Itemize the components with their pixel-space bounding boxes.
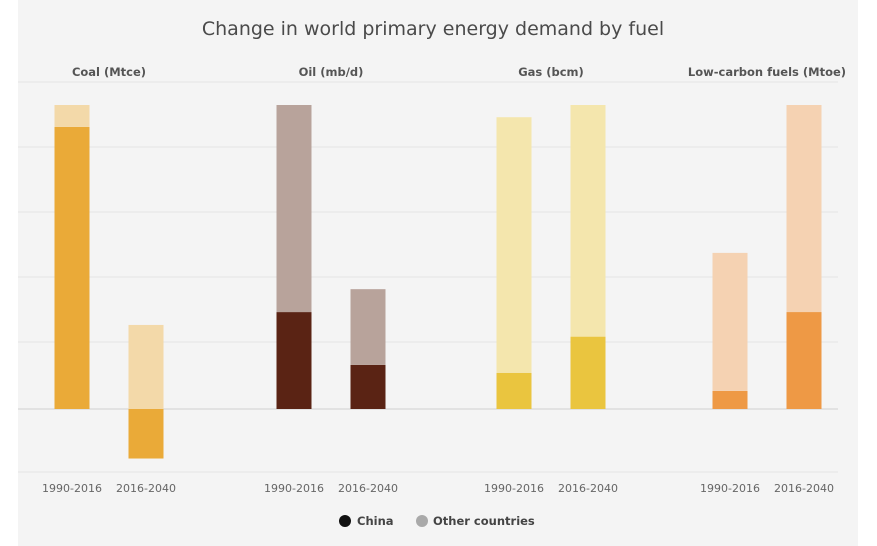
panel-title: Gas (bcm) <box>518 65 584 79</box>
x-tick-label: 2016-2040 <box>558 482 618 495</box>
panel-low-carbon-fuels-mtoe: Low-carbon fuels (Mtoe) 1990-2016 2016-204… <box>688 65 846 495</box>
panel-title: Oil (mb/d) <box>299 65 364 79</box>
bar-oil-mb-d-china-2016-2040 <box>350 364 386 409</box>
bar-gas-bcm-china-2016-2040 <box>570 336 606 409</box>
legend-item-other-countries: Other countries <box>416 514 535 528</box>
x-tick-label: 1990-2016 <box>700 482 760 495</box>
legend-marker <box>339 515 351 527</box>
bar-low-carbon-fuels-mtoe-other-countries-2016-2040 <box>786 105 822 313</box>
chart-title: Change in world primary energy demand by… <box>202 18 664 40</box>
x-tick-label: 1990-2016 <box>42 482 102 495</box>
panel-title: Low-carbon fuels (Mtoe) <box>688 65 846 79</box>
legend: China Other countries <box>339 514 535 528</box>
bar-oil-mb-d-china-1990-2016 <box>276 312 312 409</box>
panel-oil-mb-d: Oil (mb/d) 1990-2016 2016-2040 <box>264 65 398 495</box>
bar-low-carbon-fuels-mtoe-china-1990-2016 <box>712 390 748 409</box>
x-tick-label: 1990-2016 <box>264 482 324 495</box>
bar-oil-mb-d-other-countries-1990-2016 <box>276 105 312 313</box>
bar-gas-bcm-china-1990-2016 <box>496 372 532 409</box>
legend-marker <box>416 515 428 527</box>
x-tick-label: 2016-2040 <box>774 482 834 495</box>
panel-gas-bcm: Gas (bcm) 1990-2016 2016-2040 <box>484 65 618 495</box>
panel-title: Coal (Mtce) <box>72 65 146 79</box>
bar-gas-bcm-other-countries-1990-2016 <box>496 117 532 373</box>
bar-low-carbon-fuels-mtoe-china-2016-2040 <box>786 312 822 409</box>
x-tick-label: 2016-2040 <box>116 482 176 495</box>
chart-frame: Change in world primary energy demand by… <box>18 0 858 546</box>
legend-item-china: China <box>339 514 394 528</box>
bar-gas-bcm-other-countries-2016-2040 <box>570 105 606 337</box>
panel-coal-mtce: Coal (Mtce) 1990-2016 2016-2040 <box>42 65 176 495</box>
x-tick-label: 2016-2040 <box>338 482 398 495</box>
bar-coal-mtce-other-countries-2016-2040 <box>128 324 164 409</box>
legend-label: China <box>357 514 394 528</box>
chart: Change in world primary energy demand by… <box>18 18 846 528</box>
chart-panels: Coal (Mtce) 1990-2016 2016-2040 Oil (mb/d) 1… <box>42 65 846 495</box>
legend-label: Other countries <box>433 514 535 528</box>
bar-low-carbon-fuels-mtoe-other-countries-1990-2016 <box>712 252 748 391</box>
bar-coal-mtce-china-1990-2016 <box>54 126 90 409</box>
bar-coal-mtce-china-2016-2040 <box>128 409 164 459</box>
x-tick-label: 1990-2016 <box>484 482 544 495</box>
bar-coal-mtce-other-countries-1990-2016 <box>54 105 90 127</box>
bar-oil-mb-d-other-countries-2016-2040 <box>350 289 386 365</box>
